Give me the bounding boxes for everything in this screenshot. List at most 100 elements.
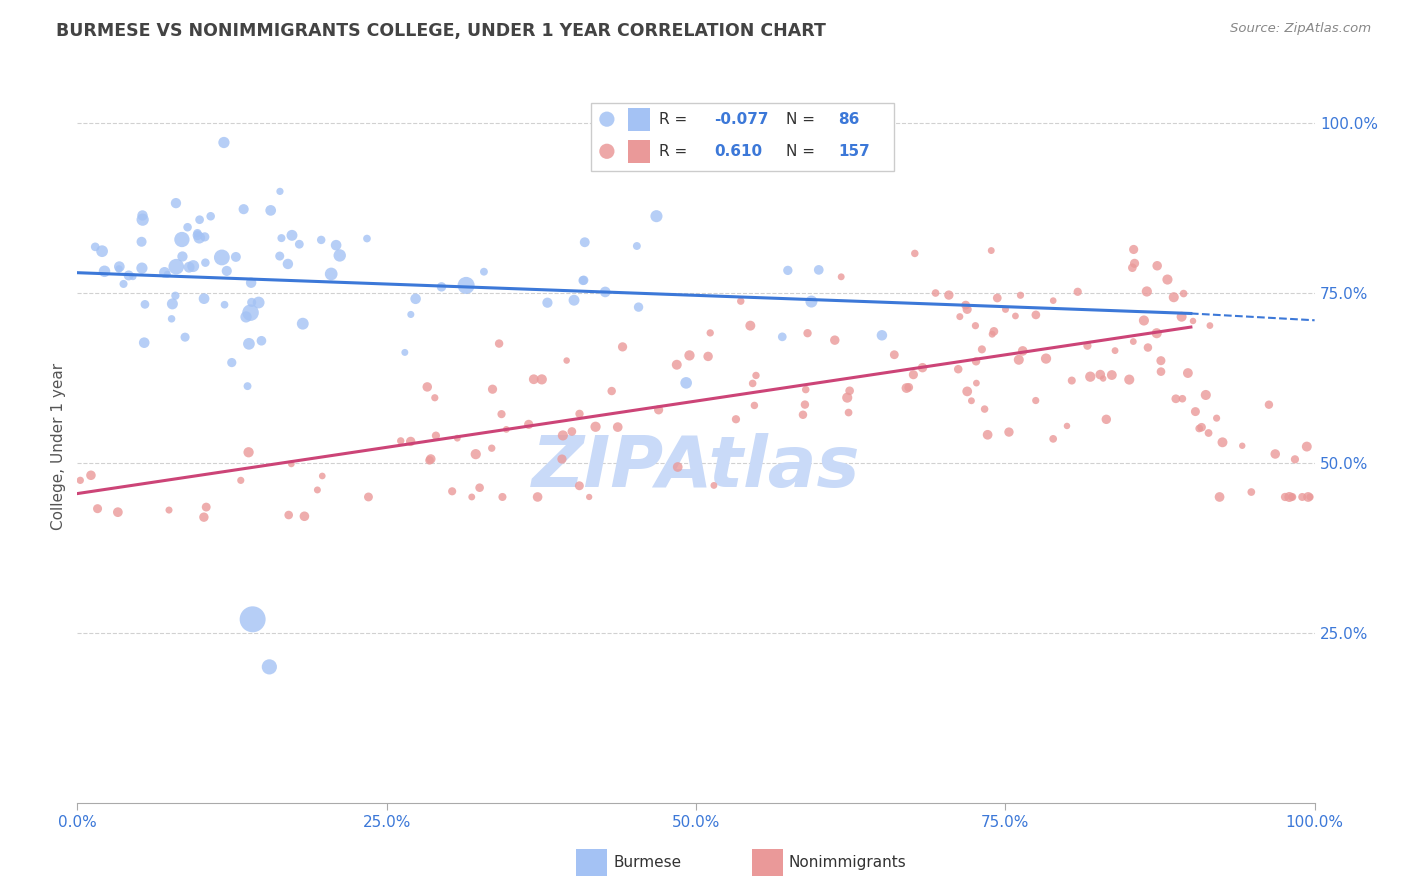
Point: [998, 425, 1021, 439]
Point: [195, 500, 218, 514]
Point: [461, 490, 484, 504]
Point: [165, 260, 187, 274]
Point: [956, 384, 979, 399]
Text: 0.610: 0.610: [714, 144, 762, 159]
Point: [1122, 334, 1144, 349]
Point: [488, 336, 510, 351]
Point: [838, 384, 860, 398]
Point: [568, 407, 591, 421]
Point: [419, 452, 441, 467]
Point: [91, 244, 114, 259]
Point: [1004, 309, 1026, 323]
Point: [1258, 398, 1281, 412]
Point: [1177, 366, 1199, 380]
Point: [165, 196, 187, 211]
Point: [1156, 272, 1178, 286]
Point: [153, 265, 176, 279]
Point: [225, 250, 247, 264]
Point: [108, 260, 131, 274]
Point: [983, 325, 1005, 339]
Point: [1205, 411, 1227, 425]
Point: [181, 259, 204, 273]
Point: [86, 501, 108, 516]
Point: [160, 311, 183, 326]
Bar: [628, 109, 650, 131]
Point: [600, 384, 623, 398]
Point: [221, 355, 243, 369]
Point: [955, 298, 977, 312]
Point: [883, 348, 905, 362]
Point: [1163, 290, 1185, 304]
Point: [425, 428, 447, 442]
Point: [186, 228, 208, 243]
Point: [980, 244, 1002, 258]
Point: [1122, 243, 1144, 257]
Point: [491, 407, 513, 421]
Point: [389, 434, 412, 448]
Point: [247, 295, 270, 310]
Point: [645, 209, 668, 223]
Point: [627, 300, 650, 314]
Point: [1299, 490, 1322, 504]
Point: [118, 268, 141, 283]
Point: [236, 379, 259, 393]
Point: [794, 383, 817, 397]
Point: [269, 249, 291, 263]
Point: [572, 273, 595, 287]
Point: [239, 305, 262, 319]
Point: [250, 334, 273, 348]
Point: [526, 490, 548, 504]
Point: [793, 398, 815, 412]
Point: [897, 380, 920, 394]
Point: [665, 358, 688, 372]
Point: [291, 317, 314, 331]
Point: [277, 508, 299, 522]
Text: -0.077: -0.077: [714, 112, 769, 127]
Point: [1281, 490, 1303, 504]
Point: [572, 273, 595, 287]
Point: [1092, 371, 1115, 385]
Point: [280, 457, 302, 471]
Text: ZIPAtlas: ZIPAtlas: [531, 433, 860, 502]
Point: [949, 310, 972, 324]
Point: [212, 136, 235, 150]
Point: [481, 441, 503, 455]
Point: [1121, 260, 1143, 275]
Point: [162, 297, 184, 311]
Point: [1008, 352, 1031, 367]
Text: N =: N =: [786, 144, 815, 159]
Point: [80, 468, 103, 483]
Point: [1188, 421, 1211, 435]
Point: [259, 660, 281, 674]
Point: [321, 267, 343, 281]
Point: [235, 310, 257, 324]
Text: BURMESE VS NONIMMIGRANTS COLLEGE, UNDER 1 YEAR CORRELATION CHART: BURMESE VS NONIMMIGRANTS COLLEGE, UNDER …: [56, 22, 827, 40]
Point: [472, 265, 495, 279]
Point: [131, 209, 153, 223]
Point: [1184, 404, 1206, 418]
Point: [214, 298, 236, 312]
Point: [1090, 368, 1112, 382]
Point: [1182, 314, 1205, 328]
Point: [1136, 341, 1159, 355]
Point: [1025, 308, 1047, 322]
Point: [1025, 393, 1047, 408]
Point: [1042, 293, 1064, 308]
Point: [1296, 490, 1319, 504]
Point: [870, 328, 893, 343]
Point: [1076, 339, 1098, 353]
Point: [194, 255, 217, 269]
Point: [112, 277, 135, 291]
Point: [596, 175, 619, 189]
Point: [156, 268, 179, 282]
Point: [1264, 447, 1286, 461]
Point: [131, 235, 153, 249]
Point: [179, 260, 201, 275]
Point: [555, 353, 578, 368]
Point: [830, 269, 852, 284]
Point: [176, 220, 198, 235]
Point: [242, 612, 264, 626]
Point: [530, 372, 553, 386]
Point: [309, 233, 332, 247]
Text: Burmese: Burmese: [613, 855, 681, 870]
